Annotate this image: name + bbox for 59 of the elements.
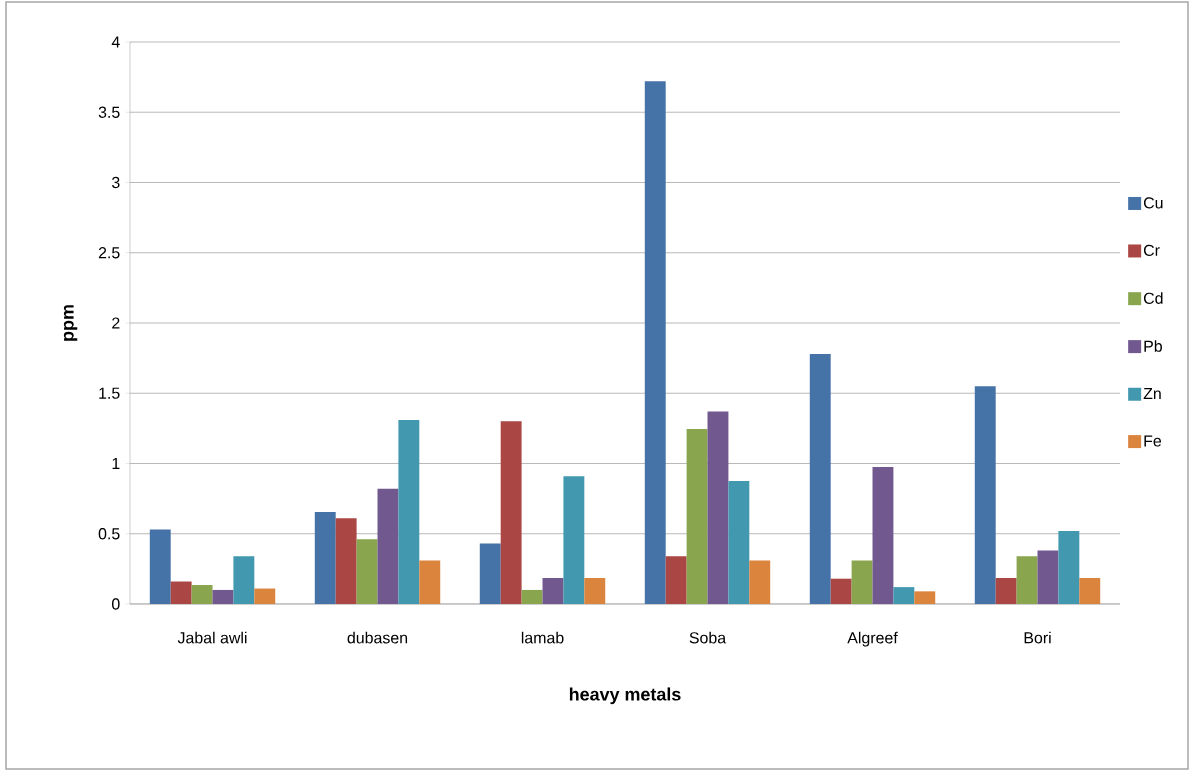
bar	[233, 556, 255, 604]
bar	[974, 386, 996, 604]
x-axis-title: heavy metals	[569, 687, 681, 705]
bar	[1079, 577, 1101, 604]
bar	[500, 421, 522, 604]
legend-label: Cr	[1143, 244, 1160, 256]
y-tick-label: 3.5	[98, 106, 120, 118]
y-axis-title: ppm	[63, 305, 78, 341]
bar	[584, 577, 606, 604]
bar	[542, 577, 564, 604]
bar	[191, 585, 213, 604]
bar	[563, 476, 585, 604]
bar	[212, 589, 234, 604]
bar	[995, 577, 1017, 604]
bar	[809, 353, 831, 604]
bar	[398, 419, 420, 604]
bar	[665, 556, 687, 604]
legend-label: Pb	[1144, 340, 1162, 352]
bar	[893, 587, 915, 604]
y-tick-label: 3	[111, 176, 120, 189]
x-tick-label: lamab	[521, 631, 564, 644]
bar	[314, 511, 336, 604]
bar	[851, 560, 873, 604]
y-tick-label: 4	[111, 36, 120, 48]
bar	[707, 411, 729, 604]
bar	[419, 560, 441, 604]
legend-label: Zn	[1143, 388, 1161, 400]
bar	[377, 488, 399, 604]
y-tick-label: 0	[112, 598, 120, 610]
bar	[149, 529, 171, 604]
x-tick-label: dubasen	[347, 631, 408, 644]
bar	[335, 518, 357, 604]
bar	[830, 578, 852, 604]
y-tick-label: 1.5	[99, 387, 120, 399]
bar	[1037, 550, 1059, 604]
y-tick-label: 0.5	[98, 528, 120, 540]
x-tick-label: Jabal awli	[177, 631, 247, 644]
x-tick-label: Soba	[689, 631, 727, 644]
y-tick-label: 2	[112, 317, 120, 329]
bar	[1058, 530, 1080, 604]
y-tick-label: 1	[112, 458, 120, 469]
bar	[644, 81, 666, 604]
bar	[521, 589, 543, 604]
bar	[749, 560, 771, 604]
bar	[1016, 556, 1038, 604]
legend-label: Cu	[1143, 197, 1163, 209]
bar	[356, 539, 378, 604]
y-tick-label: 2.5	[98, 247, 120, 259]
x-tick-label: Algreef	[847, 631, 898, 647]
legend-label: Cd	[1143, 292, 1163, 304]
bar	[728, 481, 750, 604]
bar	[686, 429, 708, 604]
bar	[914, 591, 936, 604]
bar	[170, 581, 192, 604]
bar	[872, 467, 894, 604]
bar	[479, 543, 501, 604]
legend-label: Fe	[1144, 435, 1162, 447]
x-tick-label: Bori	[1024, 631, 1051, 644]
bar	[254, 588, 276, 604]
